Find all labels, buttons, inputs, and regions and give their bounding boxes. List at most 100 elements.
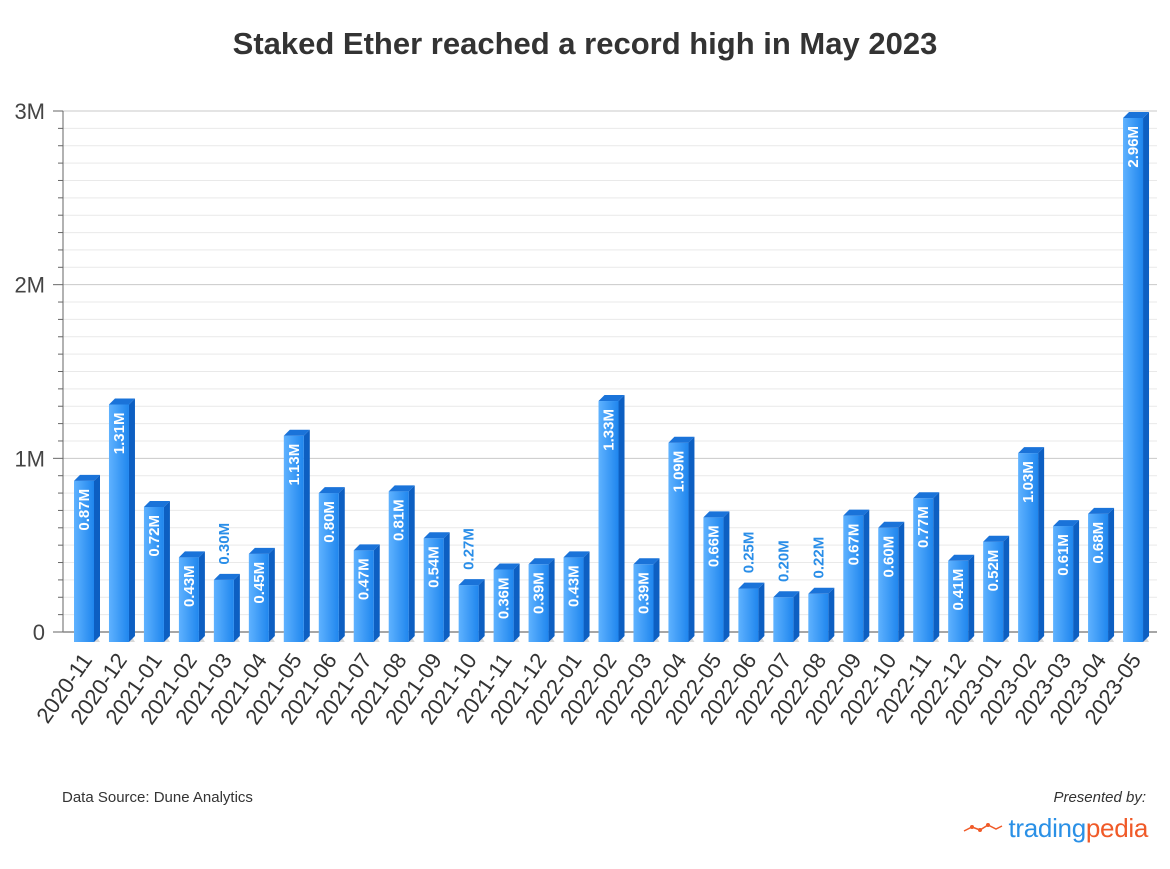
- bar-front: [248, 553, 269, 642]
- bar-front: [458, 585, 479, 642]
- bar-front: [353, 550, 374, 642]
- bar: [1088, 507, 1115, 642]
- bar-top: [423, 532, 450, 539]
- data-label: 2.96M: [1125, 126, 1142, 168]
- bar-top: [458, 579, 485, 586]
- bar-top: [493, 563, 520, 570]
- bar-side: [233, 573, 240, 642]
- bar-front: [563, 557, 584, 642]
- bar: [598, 395, 625, 642]
- x-tick-labels: 2020-112020-122021-012021-022021-032021-…: [31, 649, 1146, 729]
- bar: [213, 573, 240, 642]
- data-label: 0.39M: [635, 572, 652, 614]
- data-label: 0.22M: [810, 537, 827, 579]
- bar-top: [773, 591, 800, 598]
- data-label: 0.66M: [705, 525, 722, 567]
- data-label: 0.45M: [251, 562, 268, 604]
- bar-front: [808, 593, 829, 642]
- bar-front: [633, 564, 654, 642]
- data-label: 0.87M: [76, 489, 93, 531]
- bar-side: [513, 563, 520, 642]
- bar-front: [74, 480, 94, 642]
- bar-side: [1003, 535, 1010, 642]
- bar: [668, 436, 695, 642]
- bar-top: [738, 582, 765, 589]
- bar: [738, 582, 765, 642]
- bar-front: [213, 579, 234, 642]
- data-label: 0.81M: [391, 499, 408, 541]
- data-label: 0.41M: [950, 569, 967, 611]
- data-label: 0.20M: [775, 540, 792, 582]
- data-label: 0.72M: [146, 515, 163, 557]
- bar-front: [738, 588, 759, 642]
- data-labels: 0.87M 1.31M 0.72M 0.43M 0.30M 0.45M 1.13M 0.80M…: [76, 126, 1142, 619]
- brand-logo: tradingpedia: [962, 812, 1148, 844]
- bar-top: [563, 551, 590, 558]
- bar-top: [808, 587, 835, 594]
- bars: [74, 111, 1150, 643]
- bar-front: [948, 560, 969, 642]
- bar-side: [968, 554, 975, 642]
- bar-side: [338, 487, 345, 642]
- bar-side: [443, 532, 450, 642]
- bar: [1053, 520, 1080, 642]
- bar: [1123, 111, 1150, 643]
- bar: [388, 485, 415, 642]
- bar-top: [948, 554, 975, 561]
- bar-top: [213, 573, 240, 580]
- data-label: 1.09M: [670, 451, 687, 493]
- bar-top: [703, 511, 730, 518]
- bar-top: [843, 509, 870, 516]
- bar: [318, 487, 345, 642]
- data-label: 0.68M: [1090, 522, 1107, 564]
- bar: [808, 587, 835, 642]
- bar-side: [653, 558, 660, 642]
- data-label: 0.47M: [356, 558, 373, 600]
- data-label: 0.60M: [880, 536, 897, 578]
- chart-title: Staked Ether reached a record high in Ma…: [232, 26, 938, 61]
- bar: [948, 554, 975, 642]
- bar-top: [388, 485, 415, 492]
- bar-side: [758, 582, 765, 642]
- bar-front: [528, 564, 549, 642]
- bar-side: [1038, 447, 1045, 642]
- bar-front: [878, 527, 899, 642]
- bar-front: [773, 597, 794, 642]
- bar-top: [178, 551, 205, 558]
- bar-top: [1088, 507, 1115, 514]
- bar-side: [898, 521, 905, 642]
- bar-side: [163, 500, 170, 642]
- bar-top: [983, 535, 1010, 542]
- bar: [703, 511, 730, 642]
- bar-top: [598, 395, 625, 402]
- data-label: 0.43M: [566, 565, 583, 607]
- bar: [74, 474, 100, 642]
- bar: [633, 558, 660, 642]
- trend-line-icon: [964, 823, 1003, 832]
- data-label: 0.67M: [845, 524, 862, 566]
- bar-front: [423, 538, 444, 642]
- bar-top: [668, 436, 695, 443]
- bar-front: [318, 493, 339, 642]
- bar-top: [528, 558, 555, 565]
- bar: [423, 532, 450, 642]
- bar-front: [843, 515, 864, 642]
- bar: [913, 492, 940, 642]
- bar-top: [1053, 520, 1080, 527]
- bar-side: [583, 551, 590, 642]
- data-label: 0.43M: [181, 565, 198, 607]
- bar-side: [303, 429, 310, 642]
- bar-side: [94, 474, 100, 642]
- bar-front: [1053, 526, 1074, 642]
- bar-front: [283, 435, 304, 642]
- bar-front: [983, 541, 1004, 642]
- bar-top: [318, 487, 345, 494]
- bar-top: [143, 500, 170, 507]
- bar-side: [933, 492, 940, 642]
- bar-top: [913, 492, 940, 499]
- bar: [983, 535, 1010, 642]
- data-label: 0.27M: [461, 528, 478, 570]
- bar: [528, 558, 555, 642]
- bar-front: [1123, 117, 1144, 643]
- brand-part-pedia: pedia: [1085, 812, 1148, 843]
